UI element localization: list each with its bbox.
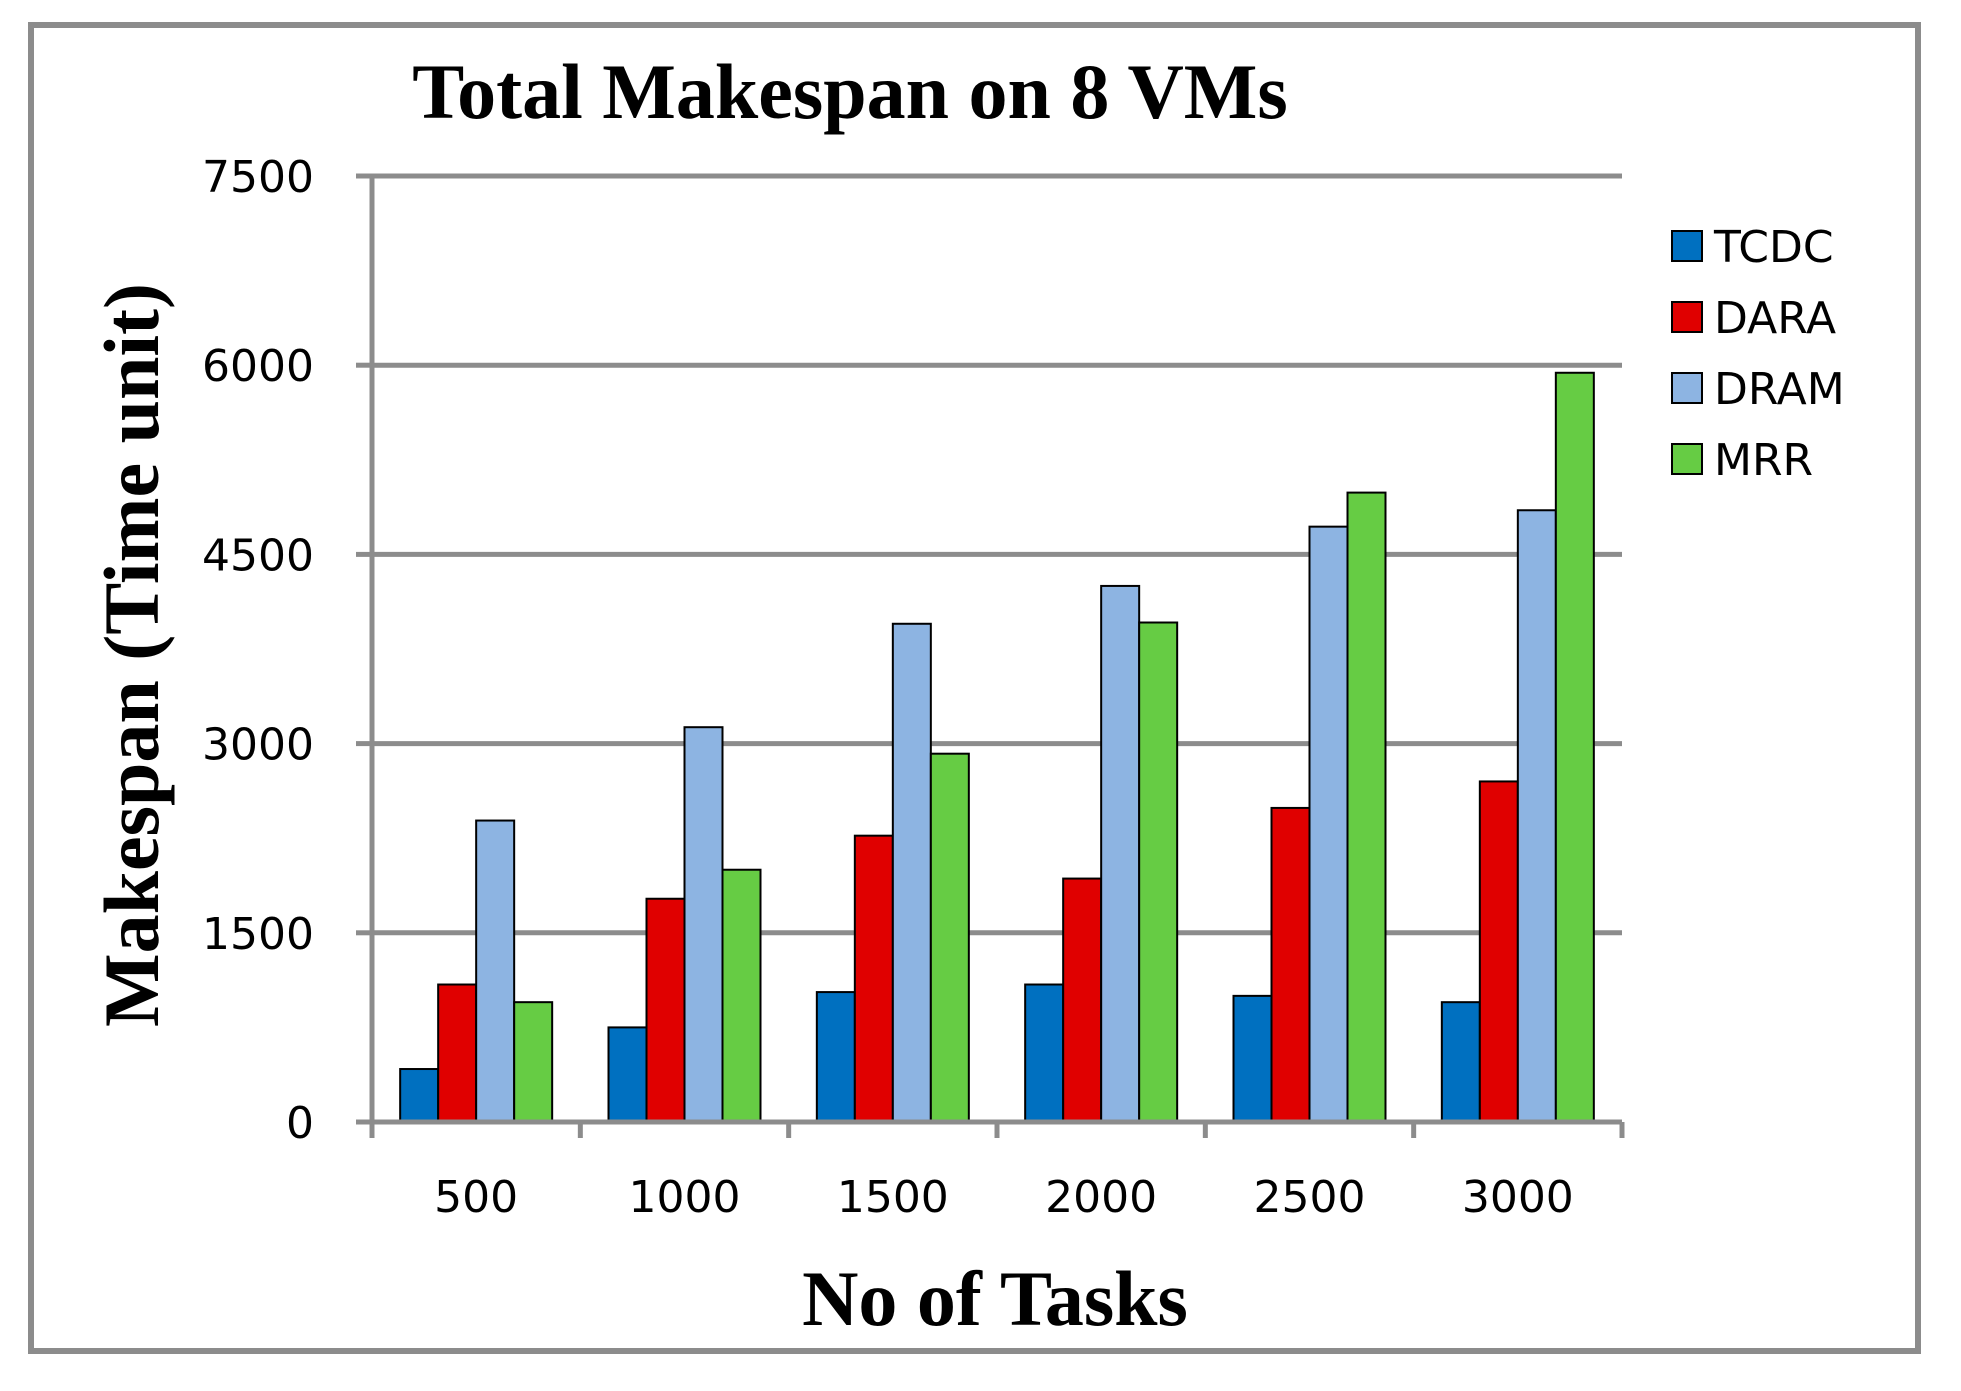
bar-mrr-2000 <box>1138 621 1179 1124</box>
legend-label-mrr: MRR <box>1714 435 1813 486</box>
bar-dara-2000 <box>1062 877 1103 1124</box>
y-tick-label-6000: 6000 <box>202 341 314 392</box>
bar-tcdc-3000 <box>1440 1001 1481 1124</box>
y-axis-title: Makespan (Time unit) <box>88 283 175 1027</box>
legend-label-tcdc: TCDC <box>1713 222 1834 273</box>
gridlines <box>372 173 1622 936</box>
bar-tcdc-2000 <box>1024 983 1065 1123</box>
bar-dara-3000 <box>1478 780 1519 1123</box>
bar-mrr-2500 <box>1346 491 1387 1123</box>
bar-mrr-1500 <box>929 752 970 1123</box>
legend-swatch-tcdc <box>1671 230 1703 262</box>
bar-tcdc-500 <box>399 1068 440 1124</box>
x-tick-label-1500: 1500 <box>837 1172 949 1223</box>
bar-dara-500 <box>437 983 478 1123</box>
x-tick-label-2000: 2000 <box>1045 1172 1157 1223</box>
y-tick-label-1500: 1500 <box>202 909 314 960</box>
x-tick-label-2500: 2500 <box>1254 1172 1366 1223</box>
bar-dram-500 <box>475 819 516 1123</box>
x-axis-title: No of Tasks <box>802 1255 1188 1342</box>
legend-swatch-mrr <box>1671 443 1703 475</box>
bars <box>399 371 1595 1124</box>
bar-mrr-500 <box>513 1001 554 1124</box>
y-tick-label-4500: 4500 <box>202 530 314 581</box>
bar-dara-1000 <box>645 897 686 1124</box>
bar-mrr-3000 <box>1554 371 1595 1123</box>
legend-label-dara: DARA <box>1714 293 1836 344</box>
legend-label-dram: DRAM <box>1714 364 1845 415</box>
axes: 0 1500 3000 4500 6000 7500 500 1000 1500 2000 2500… <box>202 152 1625 1223</box>
bar-dara-2500 <box>1270 806 1311 1123</box>
y-tick-label-3000: 3000 <box>202 720 314 771</box>
chart-title: Total Makespan on 8 VMs <box>412 48 1288 135</box>
y-tick-label-0: 0 <box>286 1098 314 1149</box>
bar-dram-3000 <box>1516 509 1557 1123</box>
bar-tcdc-1000 <box>607 1026 648 1124</box>
x-tick-label-1000: 1000 <box>629 1172 741 1223</box>
legend-swatch-dram <box>1671 372 1703 404</box>
bar-dram-1000 <box>683 726 724 1123</box>
x-tick-label-3000: 3000 <box>1462 1172 1574 1223</box>
bar-dram-2500 <box>1308 525 1349 1123</box>
bar-tcdc-2500 <box>1232 994 1273 1123</box>
bar-dram-1500 <box>891 622 932 1123</box>
bar-dara-1500 <box>853 834 894 1123</box>
bar-tcdc-1500 <box>815 991 856 1123</box>
y-tick-label-7500: 7500 <box>202 152 314 203</box>
legend: TCDC DARA DRAM MRR <box>1671 222 1845 486</box>
legend-swatch-dara <box>1671 301 1703 333</box>
x-tick-label-500: 500 <box>434 1172 518 1223</box>
bar-dram-2000 <box>1100 584 1141 1123</box>
chart-frame <box>28 22 1921 1354</box>
bar-mrr-1000 <box>721 868 762 1123</box>
